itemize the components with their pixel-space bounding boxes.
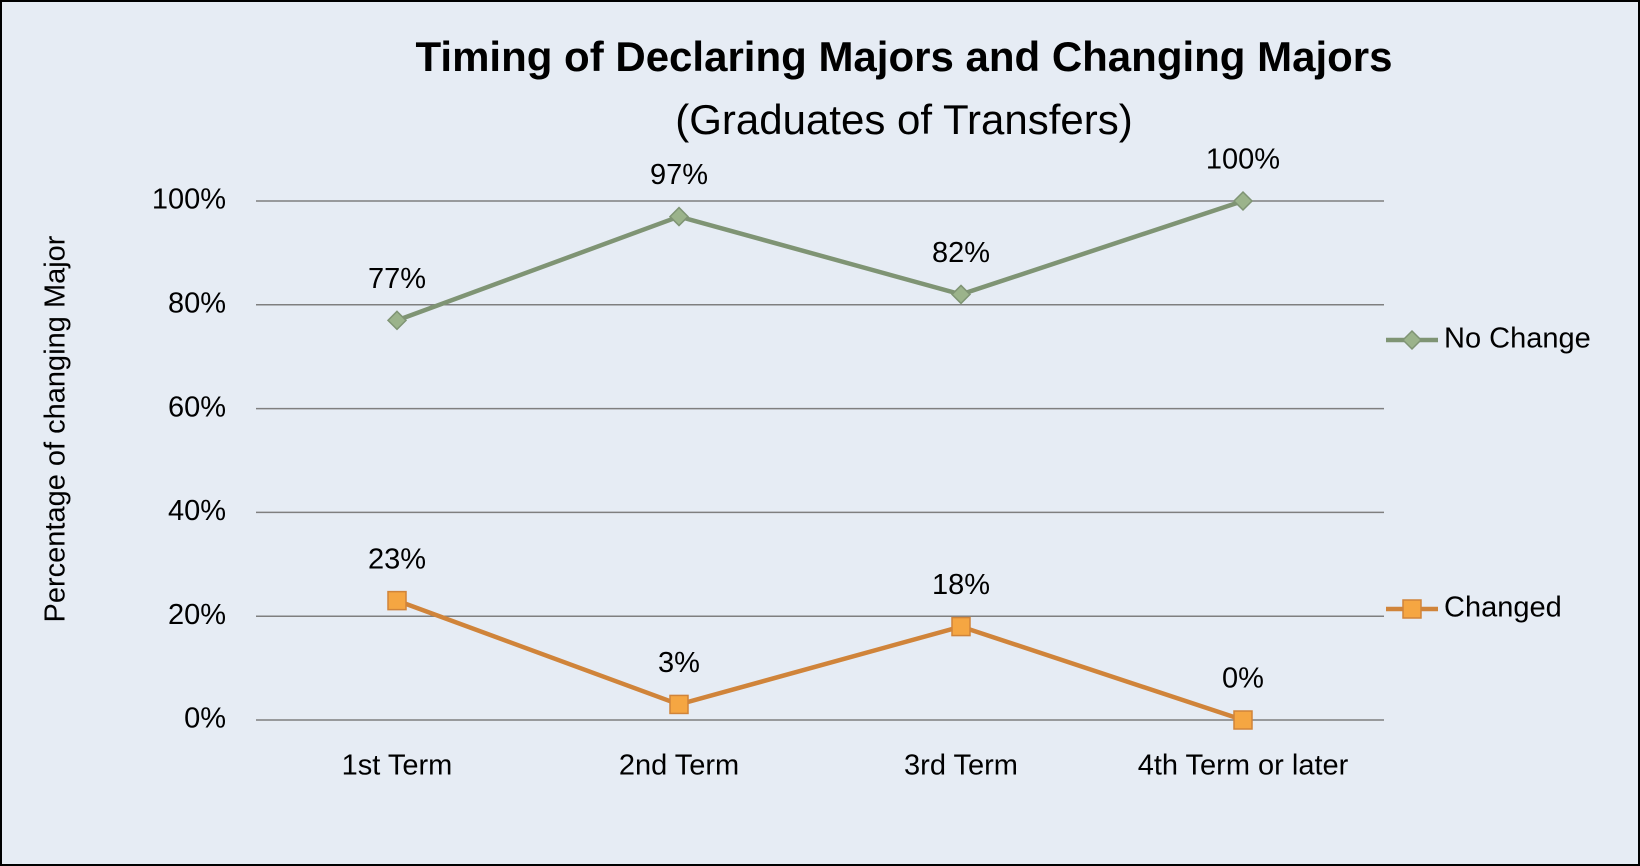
data-label: 100% [1206,144,1280,176]
data-point [387,590,407,611]
data-point [951,616,971,637]
chart-title: Timing of Declaring Majors and Changing … [416,33,1393,80]
x-tick-label: 1st Term [342,750,453,782]
data-label: 77% [368,263,426,295]
x-tick-label: 2nd Term [619,750,739,782]
x-tick-label: 3rd Term [904,750,1018,782]
data-label: 0% [1222,663,1264,695]
data-point [1232,190,1254,212]
data-point [386,310,408,331]
data-label: 23% [368,543,426,575]
y-tick-label: 20% [168,599,226,631]
data-label: 97% [650,159,708,191]
data-point [669,694,689,715]
data-point [950,284,972,305]
y-tick-label: 100% [152,184,226,216]
data-point [1233,710,1253,730]
x-tick-label: 4th Term or later [1138,750,1349,782]
legend-marker [1402,599,1422,619]
data-point [668,206,690,227]
legend-label: No Change [1444,323,1591,355]
y-tick-label: 60% [168,391,226,423]
y-tick-label: 80% [168,287,226,319]
y-tick-label: 0% [184,703,226,735]
chart-subtitle: (Graduates of Transfers) [675,96,1133,143]
series-line [396,598,1244,723]
legend-marker [1401,329,1423,351]
data-label: 3% [658,647,700,679]
y-tick-label: 40% [168,495,226,527]
data-label: 82% [932,237,990,269]
series-line [396,198,1244,323]
data-label: 18% [932,569,990,601]
legend-label: Changed [1444,592,1562,624]
y-axis-label: Percentage of changing Major [40,235,72,622]
